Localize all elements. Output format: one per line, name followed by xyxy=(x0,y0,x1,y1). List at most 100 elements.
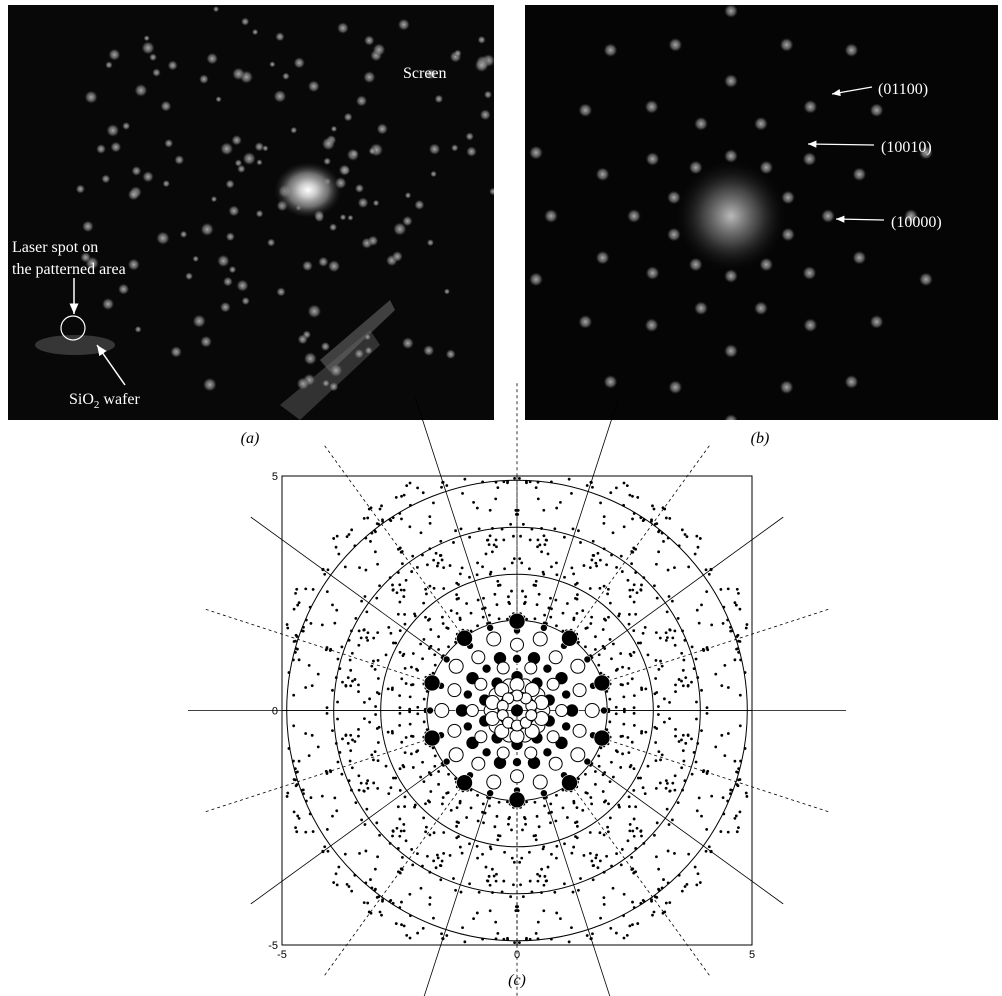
dot xyxy=(392,902,395,905)
dot xyxy=(597,664,600,667)
dot xyxy=(416,932,419,935)
dot xyxy=(555,912,558,915)
dot xyxy=(574,835,577,838)
dot xyxy=(621,848,624,851)
dot xyxy=(336,535,339,538)
dot xyxy=(304,587,307,590)
dot xyxy=(524,817,527,820)
dot xyxy=(455,825,458,828)
dot xyxy=(497,834,500,837)
dot xyxy=(695,658,698,661)
spot xyxy=(510,136,519,145)
dot xyxy=(603,585,606,588)
dot xyxy=(294,779,297,782)
dot xyxy=(364,537,367,540)
dot xyxy=(739,694,742,697)
dot xyxy=(600,707,607,714)
dot xyxy=(681,630,684,633)
dot xyxy=(454,777,457,780)
spot xyxy=(226,232,235,241)
dot xyxy=(642,576,645,579)
dot xyxy=(540,868,543,871)
dot xyxy=(700,815,703,818)
open-dot xyxy=(449,659,463,673)
dot xyxy=(456,806,459,809)
open-dot xyxy=(466,705,478,717)
dot xyxy=(416,706,419,709)
dot xyxy=(389,632,392,635)
dot xyxy=(346,535,349,538)
dot xyxy=(416,852,419,855)
dot xyxy=(415,668,418,671)
dot xyxy=(426,855,429,858)
figure: Screen Laser spot on the patterned area … xyxy=(0,0,1002,996)
dot xyxy=(631,677,634,680)
dot xyxy=(627,667,630,670)
dot xyxy=(424,830,427,833)
dot xyxy=(631,518,634,521)
spot xyxy=(646,152,660,166)
dot xyxy=(665,631,668,634)
dot xyxy=(363,517,366,520)
dot xyxy=(325,770,328,773)
dot xyxy=(351,766,354,769)
dot xyxy=(422,816,425,819)
open-dot xyxy=(525,662,537,674)
dot xyxy=(549,597,552,600)
spot xyxy=(228,205,239,216)
spot xyxy=(322,379,330,387)
dot xyxy=(298,760,301,763)
dot xyxy=(501,890,504,893)
x-tick-label: 0 xyxy=(514,949,520,961)
dot xyxy=(697,546,700,549)
dot xyxy=(559,501,562,504)
dot xyxy=(476,845,479,848)
dot xyxy=(555,561,558,564)
dot xyxy=(335,872,338,875)
dot xyxy=(456,612,459,615)
dot xyxy=(695,701,698,704)
dot xyxy=(367,787,370,790)
dot xyxy=(631,901,634,904)
dot xyxy=(540,624,547,631)
dot xyxy=(394,642,397,645)
spot xyxy=(149,53,157,61)
dot xyxy=(441,802,444,805)
dot xyxy=(633,906,636,909)
dot xyxy=(690,681,693,684)
dot xyxy=(391,730,394,733)
dot xyxy=(525,618,528,621)
dot xyxy=(696,742,699,745)
spot xyxy=(364,35,375,46)
dot xyxy=(722,622,725,625)
dot xyxy=(336,884,339,887)
dot xyxy=(643,900,646,903)
dot xyxy=(430,773,433,776)
dot xyxy=(507,595,510,598)
dot xyxy=(667,537,670,540)
dot xyxy=(536,873,539,876)
dot xyxy=(296,604,299,607)
dot xyxy=(357,735,360,738)
dot xyxy=(429,628,432,631)
dot xyxy=(416,566,419,569)
dot xyxy=(666,782,669,785)
dot xyxy=(535,838,538,841)
dot xyxy=(322,850,325,853)
caption: (c) xyxy=(508,972,526,989)
dot xyxy=(424,802,427,805)
dot xyxy=(489,909,492,912)
dot xyxy=(598,765,601,768)
dot xyxy=(496,580,499,583)
dot xyxy=(335,546,338,549)
dot xyxy=(566,816,569,819)
dot xyxy=(399,767,402,770)
dot xyxy=(553,891,556,894)
open-dot xyxy=(526,710,537,721)
spot xyxy=(466,146,477,157)
dot xyxy=(562,806,565,809)
dot xyxy=(534,584,537,587)
spot xyxy=(267,238,275,246)
dot xyxy=(429,833,432,836)
spot xyxy=(241,17,249,25)
